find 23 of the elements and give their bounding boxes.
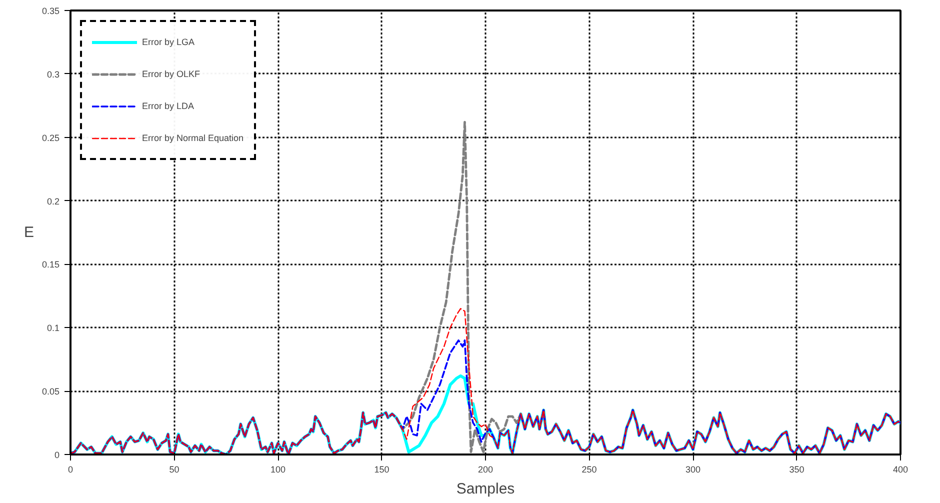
y-tick-label: 0.2 [46,196,60,206]
y-tick-label: 0.05 [42,386,60,397]
x-tick-label: 0 [68,464,74,474]
x-tick-label: 300 [685,464,701,474]
legend-label: Error by LDA [142,101,194,111]
x-axis-title: Samples [456,480,515,498]
legend-label: Error by Normal Equation [142,133,244,143]
x-tick-label: 350 [789,464,804,474]
legend-label: Error by LGA [142,37,195,47]
y-tick-label: 0.35 [42,6,60,16]
y-tick-label: 0.25 [42,132,60,143]
x-tick-label: 250 [582,464,597,474]
y-tick-label: 0 [54,450,60,460]
x-tick-label: 150 [374,464,390,474]
x-tick-label: 200 [478,464,494,474]
y-tick-label: 0.1 [46,323,60,334]
x-tick-label: 100 [270,464,286,474]
x-tick-label: 400 [892,464,908,474]
legend-label: Error by OLKF [142,69,200,79]
y-axis-title: E [24,224,34,241]
y-tick-label: 0.3 [46,69,60,80]
y-tick-label: 0.15 [42,260,60,270]
x-tick-label: 50 [169,464,180,474]
